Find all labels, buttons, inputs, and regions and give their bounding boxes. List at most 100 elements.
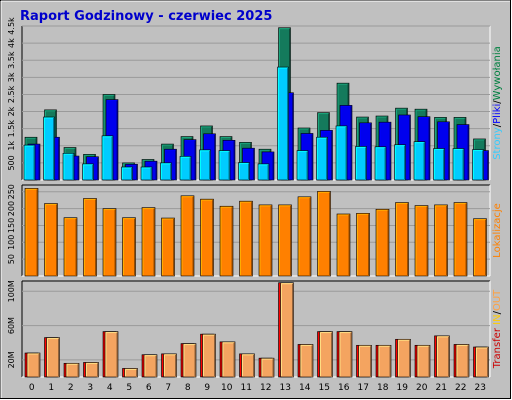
- y-tick-label: 3k: [7, 72, 16, 82]
- bar-transfer-out-3: [85, 362, 99, 378]
- bar-transfer-out-7: [163, 353, 177, 378]
- x-tick-label: 17: [358, 383, 369, 393]
- bar-visits-lokalizacje-23: [473, 218, 487, 277]
- bar-visits-lokalizacje-9: [200, 198, 214, 277]
- x-tick-label: 15: [319, 383, 330, 393]
- bar-visits-lokalizacje-15: [317, 191, 331, 277]
- bar-hits-strony-6: [140, 166, 153, 181]
- x-tick-label: 21: [436, 383, 447, 393]
- bar-visits-lokalizacje-6: [141, 207, 156, 277]
- bar-transfer-out-20: [416, 344, 431, 378]
- bar-hits-strony-8: [179, 156, 192, 181]
- x-tick-label: 22: [455, 383, 466, 393]
- bar-visits-lokalizacje-22: [453, 202, 468, 277]
- bar-hits-strony-4: [101, 135, 114, 181]
- y-tick-label: 20M: [7, 351, 16, 368]
- y-tick-label: 250: [7, 184, 16, 199]
- bar-transfer-out-17: [358, 344, 372, 378]
- bar-hits-strony-1: [43, 116, 55, 181]
- x-tick-label: 1: [48, 383, 54, 393]
- bar-hits-strony-7: [160, 162, 172, 181]
- bar-hits-strony-20: [413, 141, 426, 181]
- x-tick-label: 14: [299, 383, 311, 393]
- bar-hits-strony-19: [394, 144, 406, 181]
- panel-visits: 250 200 150 100 50 Lokalizacje: [7, 184, 503, 277]
- bar-hits-strony-5: [121, 166, 133, 181]
- bar-hits-strony-14: [296, 150, 309, 181]
- bar-transfer-out-19: [397, 338, 411, 378]
- x-tick-label: 8: [185, 383, 191, 393]
- bar-visits-lokalizacje-1: [44, 203, 58, 277]
- x-tick-label: 3: [87, 383, 93, 393]
- bar-transfer-out-21: [436, 335, 450, 378]
- bar-transfer-out-13: [280, 282, 294, 378]
- bar-visits-lokalizacje-20: [414, 205, 429, 277]
- bar-visits-lokalizacje-18: [375, 208, 390, 277]
- x-tick-label: 18: [377, 383, 389, 393]
- bar-visits-lokalizacje-13: [278, 204, 292, 277]
- chart-title: Raport Godzinowy - czerwiec 2025: [20, 9, 272, 24]
- y-tick-label: 1.5k: [7, 120, 16, 138]
- x-tick-label: 10: [221, 383, 233, 393]
- plot-area: [22, 281, 490, 377]
- x-tick-label: 4: [107, 383, 113, 393]
- plot-area: [22, 185, 490, 276]
- bar-visits-lokalizacje-19: [395, 202, 409, 277]
- bar-transfer-out-6: [143, 354, 158, 378]
- bar-hits-strony-10: [218, 150, 231, 181]
- x-tick-label: 23: [475, 383, 486, 393]
- bar-transfer-out-2: [65, 362, 80, 378]
- series-legend-label: Transfer IN/OUT: [492, 289, 503, 369]
- bar-transfer-out-15: [319, 331, 333, 378]
- bar-visits-lokalizacje-14: [297, 196, 312, 277]
- bar-visits-lokalizacje-10: [219, 205, 234, 277]
- y-tick-label: 50: [7, 254, 16, 264]
- y-tick-label: 200: [7, 201, 16, 216]
- bar-transfer-out-0: [26, 352, 41, 378]
- bar-hits-strony-18: [374, 146, 387, 181]
- bar-transfer-out-16: [338, 331, 353, 378]
- y-tick-label: 2.5k: [7, 85, 16, 103]
- series-legend-label: Lokalizacje: [492, 203, 503, 258]
- y-tick-label: 100M: [7, 280, 16, 302]
- bar-transfer-out-18: [377, 344, 392, 378]
- y-tick-label: 1k: [7, 141, 16, 151]
- y-tick-label: 60M: [7, 317, 16, 334]
- bar-hits-strony-11: [238, 162, 250, 181]
- bar-hits-strony-2: [62, 153, 75, 181]
- bar-visits-lokalizacje-8: [180, 195, 195, 277]
- x-tick-label: 16: [338, 383, 350, 393]
- y-tick-label: 2k: [7, 106, 16, 116]
- x-tick-label: 11: [241, 383, 252, 393]
- bar-transfer-out-4: [104, 331, 119, 378]
- bar-hits-strony-13: [277, 66, 289, 181]
- y-tick-label: 500: [7, 155, 16, 170]
- x-tick-label: 9: [204, 383, 210, 393]
- bar-visits-lokalizacje-0: [24, 188, 39, 277]
- bar-transfer-out-12: [260, 357, 275, 378]
- bar-visits-lokalizacje-16: [336, 213, 351, 277]
- bar-hits-strony-0: [23, 144, 36, 181]
- bar-transfer-out-9: [202, 333, 216, 378]
- x-tick-label: 7: [165, 383, 171, 393]
- bar-transfer-out-11: [241, 353, 255, 378]
- bar-visits-lokalizacje-3: [83, 198, 97, 277]
- bar-visits-lokalizacje-17: [356, 213, 370, 277]
- bar-visits-lokalizacje-5: [122, 217, 136, 277]
- x-tick-label: 6: [146, 383, 152, 393]
- bar-transfer-out-14: [299, 344, 314, 378]
- bar-visits-lokalizacje-2: [63, 217, 78, 277]
- bar-transfer-out-5: [124, 368, 138, 378]
- x-tick-label: 13: [280, 383, 291, 393]
- bar-hits-strony-12: [257, 163, 270, 181]
- bar-hits-strony-16: [335, 125, 348, 181]
- series-legend-label: Strony/Pliki/Wywołania: [492, 46, 503, 160]
- bar-transfer-out-23: [475, 346, 489, 378]
- y-tick-label: 150: [7, 218, 16, 233]
- bar-visits-lokalizacje-12: [258, 204, 273, 277]
- bar-visits-lokalizacje-11: [239, 200, 253, 277]
- bar-hits-strony-23: [472, 149, 484, 181]
- bar-visits-lokalizacje-21: [434, 204, 448, 277]
- panel-hits: 4.5k 4k 3.5k 3k 2.5k 2k 1.5k 1k 500 Strony/Pliki/…: [7, 17, 503, 181]
- bar-hits-strony-17: [355, 146, 367, 181]
